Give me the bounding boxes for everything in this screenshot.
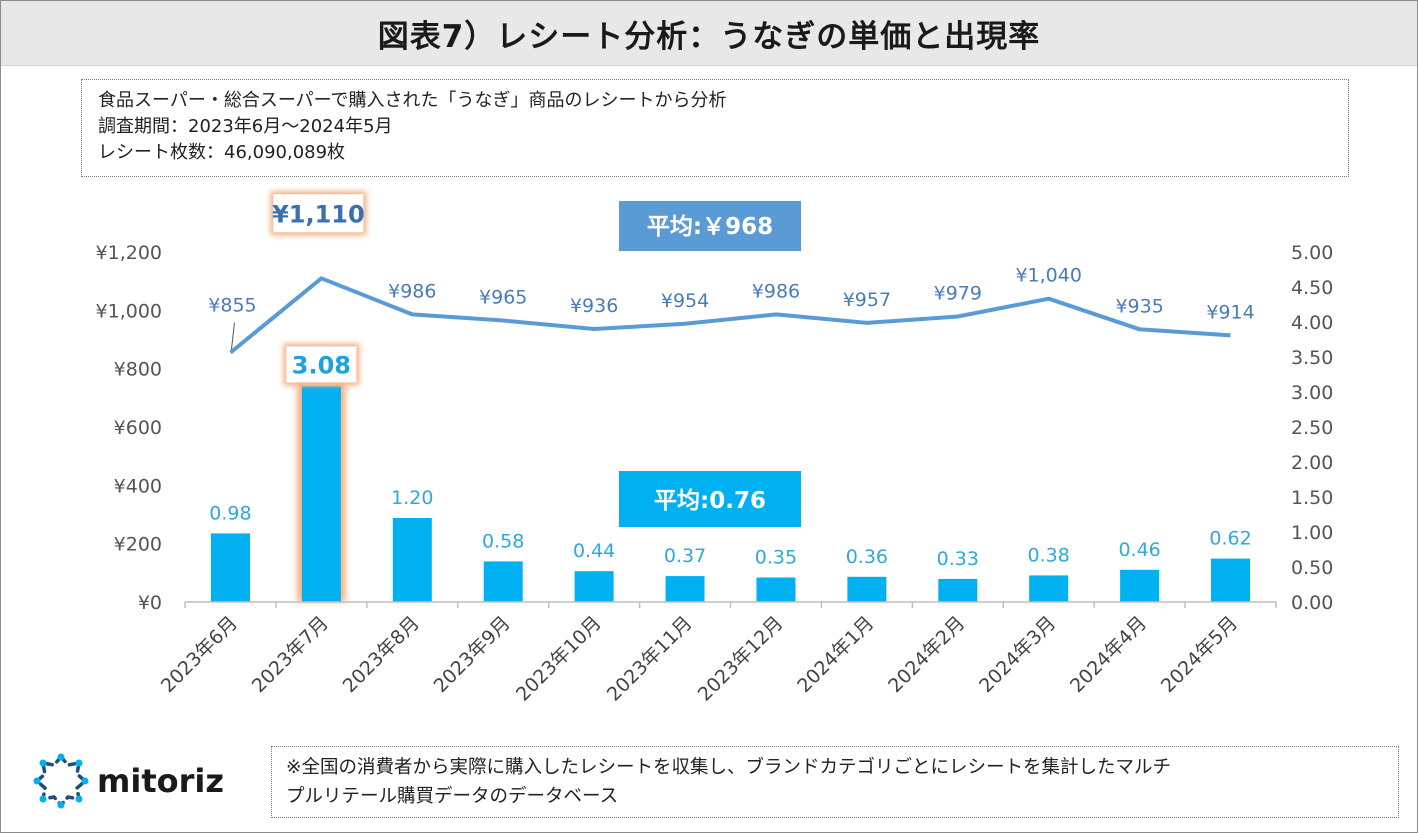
info-line-period: 調査期間：2023年6月～2024年5月 <box>98 116 393 137</box>
bar-label-highlight-box <box>286 346 357 383</box>
right-axis-tick-label: 4.50 <box>1291 277 1333 299</box>
bar <box>392 518 432 602</box>
line-average-box <box>619 201 801 251</box>
bar-data-label: 1.20 <box>391 487 433 509</box>
title-bar: 図表7）レシート分析：うなぎの単価と出現率 <box>1 1 1417 66</box>
bar <box>756 577 796 602</box>
line-average-label: 平均:￥968 <box>647 213 773 240</box>
footnote-line-1: ※全国の消費者から実際に購入したレシートを収集し、ブランドカテゴリごとにレシート… <box>286 757 1172 778</box>
left-axis-tick-label: ¥400 <box>114 475 162 497</box>
line-data-label: ¥979 <box>934 282 982 304</box>
line-data-label: ¥855 <box>208 295 256 317</box>
bar-average-box <box>619 471 801 527</box>
unit-price-line <box>229 276 1231 355</box>
x-axis-category-label: 2023年8月 <box>339 612 424 697</box>
footnote-line-2: プルリテール購買データのデータベース <box>286 786 619 807</box>
bar-data-label: 0.36 <box>846 546 888 568</box>
mitoriz-logo: mitoriz <box>33 753 224 809</box>
line-data-label: ¥1,040 <box>1015 265 1081 287</box>
bar <box>1029 575 1069 602</box>
x-axis-category-label: 2023年6月 <box>157 612 242 697</box>
right-axis-tick-label: 3.50 <box>1291 347 1333 369</box>
right-axis-tick-label: 2.00 <box>1291 452 1333 474</box>
x-axis-category-label: 2024年2月 <box>884 612 969 697</box>
line-data-label: ¥1,110 <box>272 200 365 228</box>
bar <box>574 571 614 602</box>
bar <box>938 578 978 602</box>
right-axis-tick-label: 1.50 <box>1291 487 1333 509</box>
bar-average-label: 平均:0.76 <box>654 487 766 514</box>
line-label-highlight-box <box>273 194 364 233</box>
line-data-label: ¥935 <box>1115 295 1163 317</box>
right-axis-tick-label: 0.00 <box>1291 592 1333 614</box>
bar-data-label: 0.33 <box>937 548 979 570</box>
info-line-count: レシート枚数：46,090,089枚 <box>98 142 346 163</box>
bar <box>1120 569 1160 602</box>
bar <box>301 386 341 602</box>
x-axis-category-label: 2024年4月 <box>1066 612 1151 697</box>
bar-data-label: 0.35 <box>755 547 797 569</box>
bar-data-label: 3.08 <box>292 351 351 379</box>
bar-data-label: 0.98 <box>209 502 251 524</box>
bar-data-label: 0.38 <box>1028 544 1070 566</box>
bar <box>483 561 523 602</box>
line-data-label: ¥965 <box>479 287 527 309</box>
right-axis-tick-label: 5.00 <box>1291 242 1333 264</box>
left-axis-tick-label: ¥200 <box>114 534 162 556</box>
right-axis-tick-label: 1.00 <box>1291 522 1333 544</box>
left-axis-tick-label: ¥0 <box>138 592 162 614</box>
bar-data-label: 0.58 <box>482 530 524 552</box>
line-data-label: ¥986 <box>752 280 800 302</box>
info-line-source: 食品スーパー・総合スーパーで購入された「うなぎ」商品のレシートから分析 <box>98 90 727 111</box>
footnote-box: ※全国の消費者から実際に購入したレシートを収集し、ブランドカテゴリごとにレシート… <box>271 746 1399 818</box>
x-axis-category-label: 2024年1月 <box>793 612 878 697</box>
x-axis-category-label: 2023年11月 <box>603 612 697 706</box>
line-data-label: ¥986 <box>388 280 436 302</box>
bar-data-label: 0.37 <box>664 545 706 567</box>
left-axis-tick-label: ¥1,200 <box>96 242 162 264</box>
bar <box>665 576 705 602</box>
bar-data-label: 0.44 <box>573 540 615 562</box>
bar <box>847 576 887 602</box>
logo-text: mitoriz <box>97 762 224 800</box>
left-axis-tick-label: ¥600 <box>114 417 162 439</box>
right-axis-tick-label: 3.00 <box>1291 382 1333 404</box>
x-axis-category-label: 2023年7月 <box>248 612 333 697</box>
right-axis-tick-label: 0.50 <box>1291 557 1333 579</box>
x-axis-category-label: 2023年10月 <box>512 612 606 706</box>
bar-data-label: 0.46 <box>1118 539 1160 561</box>
line-data-label: ¥957 <box>843 289 891 311</box>
x-axis-category-label: 2024年5月 <box>1157 612 1242 697</box>
page-title: 図表7）レシート分析：うなぎの単価と出現率 <box>377 18 1041 55</box>
line-data-label: ¥936 <box>570 295 618 317</box>
right-axis-tick-label: 4.00 <box>1291 312 1333 334</box>
survey-info-box: 食品スーパー・総合スーパーで購入された「うなぎ」商品のレシートから分析 調査期間… <box>81 79 1349 177</box>
left-axis-tick-label: ¥800 <box>114 359 162 381</box>
bar-data-label: 0.62 <box>1209 528 1251 550</box>
combo-chart: ¥0 ¥200 ¥400 ¥600 ¥800 ¥1,000 ¥1,200 0.00 0.50 1… <box>96 191 1333 706</box>
line-data-label: ¥954 <box>661 290 709 312</box>
bar <box>1211 558 1251 602</box>
left-axis-tick-label: ¥1,000 <box>96 300 162 322</box>
x-axis-category-label: 2023年9月 <box>430 612 515 697</box>
bar <box>210 533 250 602</box>
x-axis-category-label: 2023年12月 <box>694 612 788 706</box>
x-axis-category-label: 2024年3月 <box>975 612 1060 697</box>
line-data-label: ¥914 <box>1206 301 1254 323</box>
line-label-leader <box>230 322 235 350</box>
right-axis-tick-label: 2.50 <box>1291 417 1333 439</box>
